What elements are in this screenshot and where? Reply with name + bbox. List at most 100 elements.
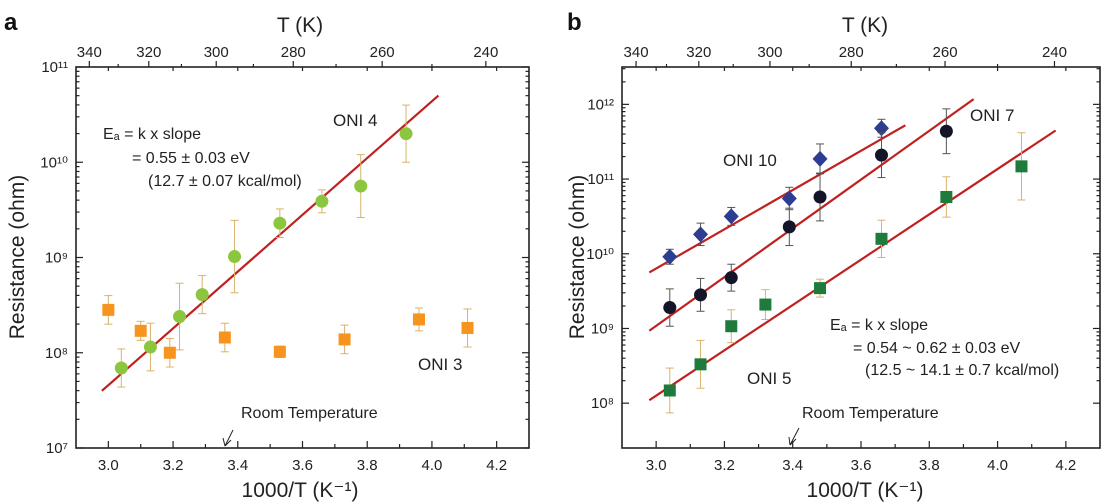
oni3-point <box>102 303 115 316</box>
x-tick-label: 3.6 <box>851 457 872 474</box>
top-t-tick-label: 280 <box>281 44 306 61</box>
fit-line <box>648 124 906 274</box>
x-tick-label: 3.2 <box>163 457 184 474</box>
panel-b-data-points <box>662 108 1028 414</box>
oni5-point <box>940 190 953 203</box>
oni7-point <box>813 190 827 204</box>
panel-b-oni7-label: ONI 7 <box>970 106 1014 125</box>
oni4-point <box>143 340 157 354</box>
oni7-point <box>694 288 708 302</box>
y-tick-label: 10⁸ <box>45 345 68 362</box>
oni7-point <box>874 148 888 162</box>
x-tick-label: 3.8 <box>357 457 378 474</box>
panel-b-x-axis-title: 1000/T (K⁻¹) <box>807 479 924 502</box>
oni4-point <box>114 361 128 375</box>
panel-b-room-temp-arrow <box>789 427 800 446</box>
oni3-point <box>273 345 286 358</box>
top-t-tick-label: 280 <box>839 44 864 61</box>
x-tick-label: 4.0 <box>421 457 442 474</box>
y-tick-label: 10¹⁰ <box>586 246 614 263</box>
panel-a-y-axis-title: Resistance (ohm) <box>6 175 29 340</box>
top-t-tick-label: 300 <box>204 44 229 61</box>
y-tick-label: 10¹⁰ <box>40 154 68 171</box>
oni4-point <box>273 216 287 230</box>
oni3-point <box>163 346 176 359</box>
oni3-point <box>338 333 351 346</box>
oni3-point <box>134 324 147 337</box>
panel-b-y-axis-title: Resistance (ohm) <box>566 175 589 340</box>
panel-a-room-temp-label: Room Temperature <box>241 405 378 422</box>
x-tick-label: 3.4 <box>782 457 803 474</box>
panel-a-ea-kcal: (12.7 ± 0.07 kcal/mol) <box>148 173 302 190</box>
panel-b-oni10-label: ONI 10 <box>723 151 777 170</box>
oni10-point <box>781 190 797 207</box>
panel-b-top-axis-title: T (K) <box>842 14 888 37</box>
x-tick-label: 4.2 <box>1055 457 1076 474</box>
top-t-tick-label: 320 <box>136 44 161 61</box>
oni5-point <box>694 358 707 371</box>
oni3-point <box>461 321 474 334</box>
top-t-tick-label: 240 <box>1042 44 1067 61</box>
x-tick-label: 3.2 <box>714 457 735 474</box>
panel-b-letter: b <box>567 9 582 36</box>
oni4-point <box>195 288 209 302</box>
top-t-tick-label: 320 <box>686 44 711 61</box>
panel-b-ea-kcal: (12.5 ~ 14.1 ± 0.7 kcal/mol) <box>865 362 1059 379</box>
top-t-tick-label: 300 <box>757 44 782 61</box>
panel-a-data-points <box>102 104 474 388</box>
x-tick-label: 3.0 <box>98 457 119 474</box>
fit-line <box>648 129 1057 402</box>
oni7-point <box>782 220 796 234</box>
oni7-point <box>939 124 953 138</box>
oni10-point <box>723 208 739 225</box>
panel-b-ticks: 3.0 3.2 3.4 3.6 3.8 4.0 4.2 340 320 300 280 260 240 1… <box>586 44 1100 474</box>
panel-b-ea-value: = 0.54 ~ 0.62 ± 0.03 eV <box>853 340 1020 357</box>
panel-a-ea-value: = 0.55 ± 0.03 eV <box>132 150 250 167</box>
panel-a-fit-lines <box>101 94 440 392</box>
x-tick-label: 4.2 <box>486 457 507 474</box>
panel-a-plot-frame <box>75 66 530 449</box>
top-t-tick-label: 340 <box>77 44 102 61</box>
y-tick-label: 10¹¹ <box>41 59 68 76</box>
oni5-point <box>725 320 738 333</box>
panel-b-room-temp-arrowhead <box>788 436 797 446</box>
panel-b-room-temp-label: Room Temperature <box>802 405 939 422</box>
panel-a-x-axis-title: 1000/T (K⁻¹) <box>242 479 359 502</box>
panel-a-top-axis-title: T (K) <box>277 14 323 37</box>
y-tick-label: 10⁹ <box>45 250 68 267</box>
oni10-point <box>812 150 828 167</box>
oni5-point <box>759 298 772 311</box>
oni7-point <box>663 301 677 315</box>
panel-a-ticks: 3.0 3.2 3.4 3.6 3.8 4.0 4.2 340 320 300 280 260 240 1… <box>40 44 529 474</box>
top-t-tick-label: 340 <box>624 44 649 61</box>
panel-a: a T (K) 1000/T (K⁻¹) Resistance (ohm) 3.… <box>4 9 530 502</box>
oni4-point <box>354 179 368 193</box>
oni5-point <box>814 282 827 295</box>
oni3-point <box>218 331 231 344</box>
oni3-point <box>412 313 425 326</box>
y-tick-label: 10¹² <box>587 96 614 113</box>
top-t-tick-label: 260 <box>370 44 395 61</box>
oni7-point <box>724 271 738 285</box>
oni10-point <box>693 226 709 243</box>
panel-a-letter: a <box>4 9 18 36</box>
panel-a-oni4-label: ONI 4 <box>333 111 377 130</box>
fit-line <box>101 94 440 392</box>
y-tick-label: 10⁹ <box>591 320 614 337</box>
oni5-point <box>663 384 676 397</box>
oni4-point <box>315 194 329 208</box>
oni4-point <box>173 310 187 324</box>
oni5-point <box>875 232 888 245</box>
x-tick-label: 4.0 <box>987 457 1008 474</box>
panel-b-plot-frame <box>621 66 1101 449</box>
x-tick-label: 3.4 <box>227 457 248 474</box>
x-tick-label: 3.6 <box>292 457 313 474</box>
oni4-point <box>399 127 413 141</box>
oni5-point <box>1015 160 1028 173</box>
panel-a-oni3-label: ONI 3 <box>418 355 462 374</box>
panel-a-room-temp-arrow <box>224 429 234 447</box>
x-tick-label: 3.8 <box>919 457 940 474</box>
panel-b-ea-formula: Eₐ = k x slope <box>830 317 928 334</box>
panel-a-ea-formula: Eₐ = k x slope <box>103 126 201 143</box>
top-t-tick-label: 240 <box>473 44 498 61</box>
